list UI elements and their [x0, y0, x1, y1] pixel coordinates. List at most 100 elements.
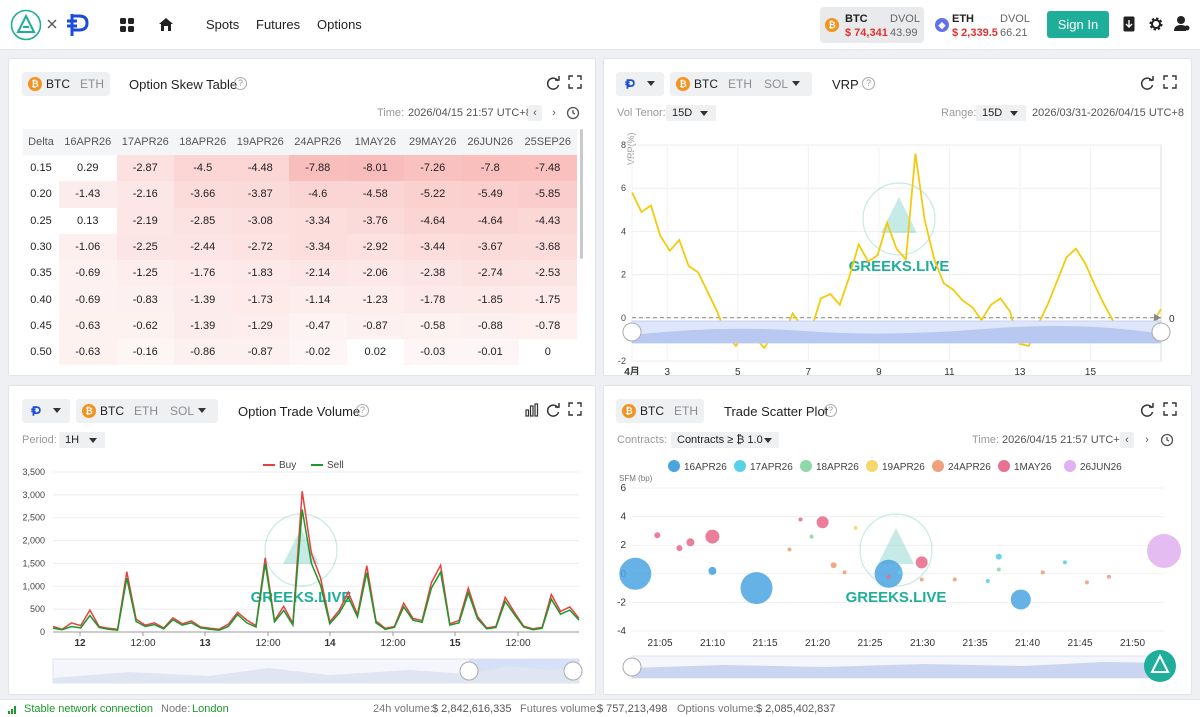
bar-chart-icon[interactable]: [525, 403, 539, 417]
scatter-tab-btc[interactable]: BTC: [640, 404, 664, 418]
expiry-header[interactable]: 16APR26: [59, 129, 117, 155]
scatter-point[interactable]: [787, 547, 792, 552]
expiry-header[interactable]: 19APR26: [231, 129, 289, 155]
skew-tab-eth[interactable]: ETH: [80, 77, 104, 91]
help-icon[interactable]: ?: [356, 404, 369, 417]
watermark-text: GREEKS.LIVE: [849, 258, 950, 275]
user-icon[interactable]: [1174, 15, 1190, 32]
fullscreen-icon[interactable]: [568, 402, 582, 416]
scatter-point[interactable]: [619, 557, 652, 590]
exchange-dropdown[interactable]: [616, 72, 664, 96]
download-icon[interactable]: [1123, 16, 1135, 32]
expiry-header[interactable]: 26JUN26: [461, 129, 519, 155]
refresh-icon[interactable]: [545, 402, 561, 418]
scatter-point[interactable]: [842, 570, 847, 575]
table-scrollbar[interactable]: [580, 129, 583, 259]
skew-tab-btc[interactable]: BTC: [46, 77, 70, 91]
range-handle[interactable]: [1151, 322, 1171, 342]
greeks-assistant-icon[interactable]: [1144, 650, 1176, 682]
help-icon[interactable]: ?: [824, 404, 837, 417]
volume-tab-eth[interactable]: ETH: [134, 404, 158, 418]
fullscreen-icon[interactable]: [1163, 75, 1177, 89]
nav-spots[interactable]: Spots: [206, 17, 240, 32]
chevron-down-icon: [647, 81, 655, 86]
scatter-point[interactable]: [708, 566, 717, 575]
history-icon[interactable]: [566, 106, 580, 120]
next-time-button[interactable]: ›: [1145, 434, 1149, 446]
trade-scatter-chart[interactable]: 16APR26 17APR26 18APR26 19APR26 24APR26 1MAY2…: [604, 454, 1192, 695]
apps-grid-icon[interactable]: [120, 18, 134, 32]
vrp-tab-eth[interactable]: ETH: [728, 77, 752, 91]
scatter-point[interactable]: [1084, 580, 1089, 585]
range-handle[interactable]: [563, 661, 583, 681]
scatter-point[interactable]: [1040, 570, 1045, 575]
range-handle[interactable]: [622, 322, 642, 342]
expiry-header[interactable]: 24APR26: [289, 129, 347, 155]
nav-options[interactable]: Options: [317, 17, 362, 32]
scatter-point[interactable]: [915, 556, 928, 569]
volume-tab-sol[interactable]: SOL: [170, 404, 195, 418]
volume-tab-btc[interactable]: BTC: [100, 404, 124, 418]
refresh-icon[interactable]: [1139, 402, 1155, 418]
eth-ticker[interactable]: ◆ ETH $ 2,339.5 DVOL 66.21: [930, 7, 1034, 43]
scatter-point[interactable]: [886, 574, 891, 579]
prev-time-button[interactable]: ‹: [1120, 432, 1134, 448]
scatter-point[interactable]: [874, 559, 903, 588]
home-icon[interactable]: [158, 17, 174, 32]
nav-futures[interactable]: Futures: [256, 17, 301, 32]
help-icon[interactable]: ?: [234, 77, 247, 90]
contracts-dropdown[interactable]: Contracts ≥ ₿ 1.0: [671, 432, 779, 448]
expiry-header[interactable]: 25SEP26: [519, 129, 577, 155]
prev-time-button[interactable]: ‹: [528, 105, 542, 121]
scatter-point[interactable]: [919, 577, 924, 582]
history-icon[interactable]: [1160, 433, 1174, 447]
fullscreen-icon[interactable]: [568, 75, 582, 89]
trade-volume-chart[interactable]: 0 500 1,000 1,500 2,000 2,500 3,000 3,500 12 12:0…: [9, 456, 596, 695]
expiry-header[interactable]: 18APR26: [174, 129, 232, 155]
refresh-icon[interactable]: [1139, 75, 1155, 91]
vrp-tab-btc[interactable]: BTC: [694, 77, 718, 91]
scatter-point[interactable]: [995, 553, 1002, 560]
scatter-point[interactable]: [1010, 589, 1031, 610]
vrp-chart[interactable]: -2 0 2 4 6 8 VRP(%) 4月 3 5 7 9 11 13 15 GREEKS.LIVE 0: [604, 129, 1192, 376]
scatter-point[interactable]: [740, 572, 773, 605]
vol-tenor-dropdown[interactable]: 15D: [666, 105, 716, 121]
scatter-point[interactable]: [985, 579, 990, 583]
chevron-down-icon[interactable]: [198, 408, 206, 413]
fullscreen-icon[interactable]: [1163, 402, 1177, 416]
exchange-dropdown[interactable]: [22, 399, 70, 423]
refresh-icon[interactable]: [545, 75, 561, 91]
sign-in-button[interactable]: Sign In: [1047, 11, 1109, 38]
scatter-point[interactable]: [853, 526, 858, 530]
scatter-point[interactable]: [996, 567, 1001, 572]
vrp-tab-sol[interactable]: SOL: [764, 77, 789, 91]
scatter-point[interactable]: [654, 532, 661, 539]
range-handle[interactable]: [459, 661, 479, 681]
help-icon[interactable]: ?: [862, 77, 875, 90]
scatter-point[interactable]: [952, 577, 957, 582]
scatter-point[interactable]: [676, 545, 683, 552]
scatter-point[interactable]: [1147, 533, 1181, 568]
scatter-point[interactable]: [686, 538, 695, 547]
scatter-point[interactable]: [1062, 560, 1067, 565]
next-time-button[interactable]: ›: [552, 107, 556, 119]
greeks-logo-icon[interactable]: [10, 9, 42, 41]
expiry-header[interactable]: 1MAY26: [346, 129, 404, 155]
range-handle[interactable]: [622, 657, 642, 677]
period-dropdown[interactable]: 1H: [59, 432, 105, 448]
scatter-point[interactable]: [830, 562, 837, 569]
chevron-down-icon[interactable]: [792, 81, 800, 86]
scatter-point[interactable]: [798, 517, 803, 522]
scatter-point[interactable]: [816, 516, 829, 529]
scatter-point[interactable]: [809, 534, 814, 539]
btc-ticker[interactable]: ₿ BTC $ 74,341 DVOL 43.99: [820, 7, 924, 43]
partner-logo-icon[interactable]: [64, 11, 92, 39]
scatter-point[interactable]: [705, 529, 720, 544]
expiry-header[interactable]: 17APR26: [116, 129, 174, 155]
scatter-tab-eth[interactable]: ETH: [674, 404, 698, 418]
expiry-header[interactable]: 29MAY26: [404, 129, 462, 155]
range-dropdown[interactable]: 15D: [976, 105, 1026, 121]
settings-gear-icon[interactable]: [1148, 16, 1164, 32]
scatter-point[interactable]: [1106, 574, 1111, 579]
scatter-point[interactable]: [897, 570, 902, 575]
